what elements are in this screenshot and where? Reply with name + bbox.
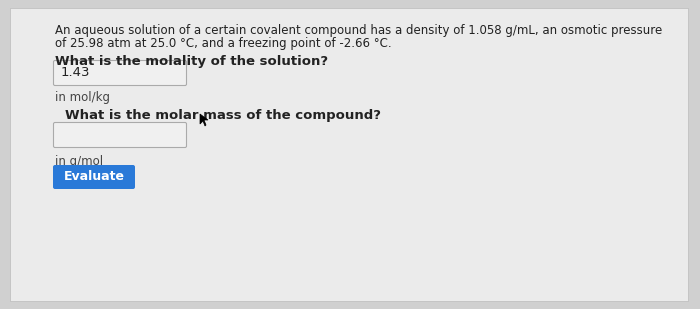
- Text: Evaluate: Evaluate: [64, 171, 125, 184]
- FancyBboxPatch shape: [53, 61, 186, 86]
- Text: What is the molality of the solution?: What is the molality of the solution?: [55, 55, 328, 68]
- Text: in mol/kg: in mol/kg: [55, 91, 110, 104]
- Text: in g/mol: in g/mol: [55, 155, 103, 168]
- Text: What is the molar mass of the compound?: What is the molar mass of the compound?: [65, 109, 381, 122]
- Text: of 25.98 atm at 25.0 °C, and a freezing point of -2.66 °C.: of 25.98 atm at 25.0 °C, and a freezing …: [55, 37, 391, 50]
- FancyBboxPatch shape: [53, 122, 186, 147]
- Text: An aqueous solution of a certain covalent compound has a density of 1.058 g/mL, : An aqueous solution of a certain covalen…: [55, 24, 662, 37]
- FancyBboxPatch shape: [53, 165, 135, 189]
- Text: 1.43: 1.43: [61, 66, 90, 79]
- Polygon shape: [200, 114, 208, 126]
- FancyBboxPatch shape: [10, 8, 688, 301]
